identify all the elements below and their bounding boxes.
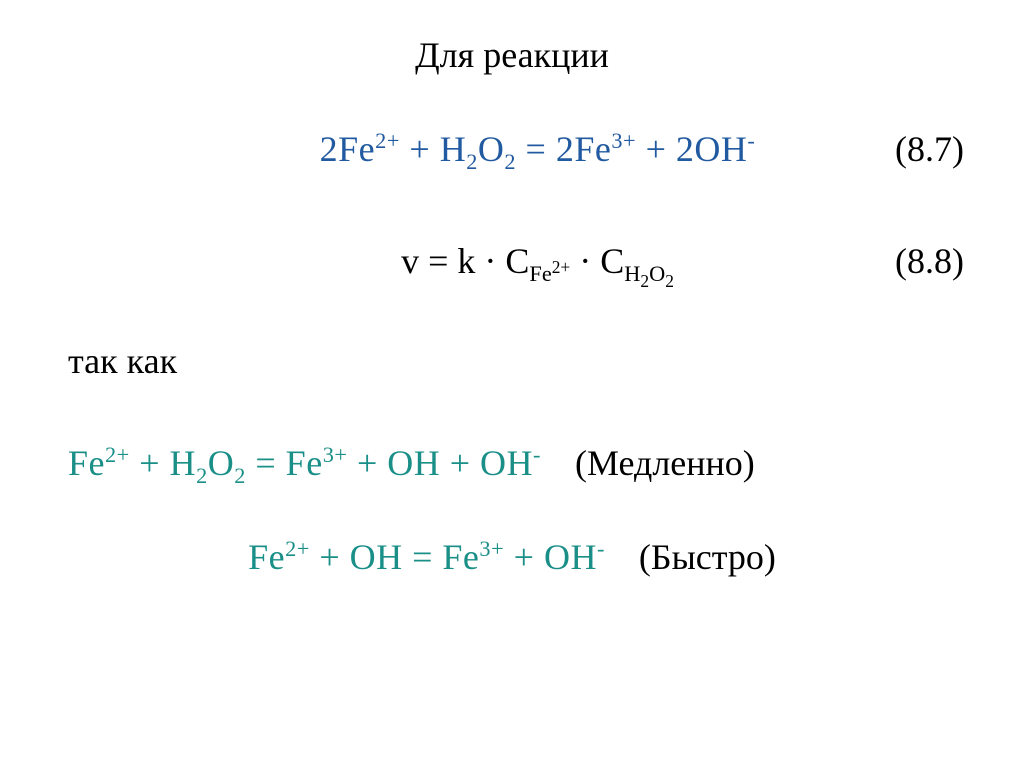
equation-4-annotation: (Быстро) <box>639 536 776 578</box>
eq3-o-sub: 2 <box>234 463 246 488</box>
page-title: Для реакции <box>60 34 964 76</box>
rate-sub-fe-main: Fe <box>529 261 551 286</box>
eq1-o-sub: 2 <box>504 149 516 174</box>
eq3-plus-oh-oh: + OH + OH <box>347 443 533 483</box>
eq4-plus-oh: + OH <box>504 537 597 577</box>
eq3-sup-2plus: 2+ <box>105 442 130 467</box>
equation-1: 2Fe2+ + H2O2 = 2Fe3+ + 2OH- <box>320 128 756 170</box>
eq3-o: O <box>208 443 235 483</box>
rate-sub-fe-sup: 2+ <box>552 257 571 277</box>
since-text: так как <box>68 340 177 382</box>
eq4-oh-sup: - <box>597 536 605 561</box>
eq3-eq-fe: = Fe <box>246 443 323 483</box>
eq1-h-sub: 2 <box>466 149 478 174</box>
eq1-plus-2oh: + 2OH <box>636 129 747 169</box>
eq4-fe: Fe <box>248 537 285 577</box>
equation-3-annotation: (Медленно) <box>575 442 755 484</box>
eq1-oh-sup: - <box>747 128 755 153</box>
eq3-h-sub: 2 <box>196 463 208 488</box>
rate-mid: · C <box>570 241 624 281</box>
eq3-plus-h: + H <box>130 443 196 483</box>
eq1-sup-3plus: 3+ <box>611 128 636 153</box>
eq3-oh-sup: - <box>533 442 541 467</box>
equation-3: Fe2+ + H2O2 = Fe3+ + OH + OH- <box>68 442 541 484</box>
since-row: так как <box>60 340 972 382</box>
rate-equation: v = k · CFe2+ · CH2O2 <box>401 240 674 282</box>
rate-sub-h2: 2 <box>640 271 649 291</box>
eq4-plus-oh-eq-fe: + OH = Fe <box>310 537 480 577</box>
rate-sub-h: H <box>624 261 640 286</box>
rate-sub-o2: 2 <box>665 271 674 291</box>
rate-sub-fe: Fe2+ <box>529 261 570 286</box>
rate-equation-number: (8.8) <box>895 240 964 282</box>
rate-sub-h2o2: H2O2 <box>624 261 674 286</box>
eq3-sup-3plus: 3+ <box>323 442 348 467</box>
eq4-sup-3plus: 3+ <box>479 536 504 561</box>
rate-sub-o: O <box>649 261 665 286</box>
equation-4: Fe2+ + OH = Fe3+ + OH- <box>248 536 605 578</box>
equation-row-3: Fe2+ + H2O2 = Fe3+ + OH + OH- (Медленно) <box>60 442 972 484</box>
rate-center: v = k · CFe2+ · CH2O2 <box>180 240 895 282</box>
eq1-plus-h: + H <box>400 129 466 169</box>
rate-prefix: v = k · C <box>401 241 529 281</box>
eq1-2fe: 2Fe <box>320 129 376 169</box>
equation-row-1: 2Fe2+ + H2O2 = 2Fe3+ + 2OH- (8.7) <box>60 128 964 170</box>
equation-row-2: v = k · CFe2+ · CH2O2 (8.8) <box>60 240 964 282</box>
eq4-sup-2plus: 2+ <box>285 536 310 561</box>
eq1-eq-2fe: = 2Fe <box>516 129 611 169</box>
eq3-fe: Fe <box>68 443 105 483</box>
slide-page: Для реакции 2Fe2+ + H2O2 = 2Fe3+ + 2OH- … <box>0 0 1024 768</box>
eq1-o: O <box>478 129 505 169</box>
eq1-sup-2plus: 2+ <box>375 128 400 153</box>
equation-1-number: (8.7) <box>895 128 964 170</box>
equation-row-4: Fe2+ + OH = Fe3+ + OH- (Быстро) <box>60 536 964 578</box>
equation-center: 2Fe2+ + H2O2 = 2Fe3+ + 2OH- <box>180 128 895 170</box>
